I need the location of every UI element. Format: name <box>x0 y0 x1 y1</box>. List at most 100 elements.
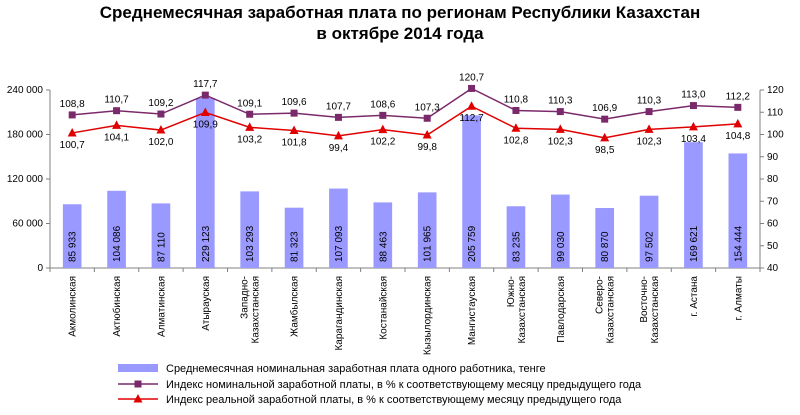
series-value-label: 109,1 <box>237 98 262 109</box>
bar-value-label: 103 293 <box>245 225 256 262</box>
category-label: Северо- <box>595 276 606 314</box>
series-point <box>245 122 255 131</box>
y-tick-right: 100 <box>767 130 784 141</box>
series-point <box>734 103 742 111</box>
series-value-label: 103,4 <box>681 134 706 145</box>
category-label: Западно- <box>240 276 251 319</box>
category-label: Павлодарская <box>556 276 567 343</box>
bar-value-label: 81 323 <box>290 231 301 262</box>
series-value-label: 104,1 <box>104 132 129 143</box>
y-tick-right: 60 <box>767 219 779 230</box>
chart-title: Среднемесячная заработная плата по регио… <box>0 2 800 44</box>
series-value-label: 102,0 <box>148 137 173 148</box>
series-value-label: 104,8 <box>725 131 750 142</box>
series-value-label: 120,7 <box>459 72 484 83</box>
bar <box>684 142 703 268</box>
category-label: Казахстанская <box>517 276 528 343</box>
category-label: Акмолинская <box>68 276 79 337</box>
series-value-label: 102,3 <box>637 136 662 147</box>
series-point <box>157 110 165 118</box>
series-value-label: 98,5 <box>595 145 615 156</box>
category-label: Актюбинская <box>111 276 123 337</box>
y-tick-left: 120 000 <box>7 174 44 185</box>
bar-value-label: 205 759 <box>467 225 478 262</box>
series-value-label: 103,2 <box>237 134 262 145</box>
series-point <box>334 113 342 121</box>
series-point <box>733 118 743 128</box>
series-point <box>468 84 476 92</box>
series-point <box>422 129 432 139</box>
bar <box>506 206 526 268</box>
bar-value-label: 229 123 <box>201 225 212 262</box>
series-point <box>112 120 122 129</box>
series-value-label: 107,3 <box>415 102 440 113</box>
series-value-label: 109,9 <box>193 119 218 130</box>
bar <box>151 203 171 268</box>
series-point <box>600 132 610 142</box>
series-point <box>201 91 209 99</box>
chart-title-line1: Среднемесячная заработная плата по регио… <box>99 3 701 22</box>
series-value-label: 109,2 <box>148 98 173 109</box>
bar <box>195 98 215 268</box>
series-point <box>200 107 210 116</box>
series-value-label: 101,8 <box>282 137 307 148</box>
series-value-label: 110,7 <box>104 95 129 106</box>
bar-value-label: 169 621 <box>689 225 700 262</box>
category-label: Казахстанская <box>650 276 661 343</box>
series-point <box>555 124 565 133</box>
category-label: Казахстанская <box>606 276 617 343</box>
bar-value-label: 85 933 <box>68 231 79 262</box>
category-label: Мангистауская <box>467 276 478 345</box>
series-value-label: 106,9 <box>592 103 617 114</box>
series-value-label: 109,6 <box>282 97 307 108</box>
legend-marker <box>134 380 142 388</box>
bar <box>329 188 348 268</box>
bar-value-label: 88 463 <box>378 231 389 262</box>
series-point <box>423 114 431 122</box>
y-tick-right: 90 <box>767 152 779 163</box>
category-label: Жамбылская <box>289 276 301 337</box>
series-value-label: 112,7 <box>459 113 484 124</box>
series-point <box>333 130 343 140</box>
category-label: Восточно- <box>639 276 650 323</box>
category-label: Казахстанская <box>251 276 262 343</box>
bar <box>107 190 126 268</box>
series-value-label: 110,3 <box>637 96 662 107</box>
bar <box>373 202 393 268</box>
series-value-label: 102,3 <box>548 136 573 147</box>
series-value-label: 99,8 <box>417 142 437 153</box>
bar <box>728 153 748 268</box>
series-value-label: 110,8 <box>504 94 529 105</box>
category-label: Атырауская <box>201 276 212 331</box>
series-point <box>113 107 121 115</box>
series-point <box>378 124 388 134</box>
bar <box>462 115 481 268</box>
series-point <box>556 108 564 116</box>
y-tick-right: 110 <box>767 107 783 118</box>
y-tick-left: 0 <box>37 263 43 274</box>
y-tick-left: 240 000 <box>7 85 44 96</box>
y-tick-left: 180 000 <box>7 130 44 141</box>
y-tick-right: 80 <box>767 174 779 185</box>
series-value-label: 99,4 <box>329 143 349 154</box>
series-point <box>645 108 653 116</box>
series-point <box>467 101 477 110</box>
series-line <box>72 87 738 120</box>
y-tick-right: 40 <box>767 263 779 274</box>
category-label: Карагандинская <box>334 276 345 351</box>
series-point <box>689 102 697 110</box>
bar <box>417 192 437 268</box>
series-value-label: 117,7 <box>193 79 218 90</box>
series-point <box>644 124 654 133</box>
bar <box>639 195 659 268</box>
series-point <box>289 125 299 134</box>
category-label: Костанайская <box>378 276 389 340</box>
y-tick-right: 50 <box>767 241 779 252</box>
bar <box>595 208 615 268</box>
series-value-label: 113,0 <box>681 90 706 101</box>
y-tick-left: 60 000 <box>12 219 43 230</box>
series-point <box>601 115 609 123</box>
bar <box>550 194 570 268</box>
legend-marker <box>133 394 143 403</box>
series-point <box>246 110 254 118</box>
